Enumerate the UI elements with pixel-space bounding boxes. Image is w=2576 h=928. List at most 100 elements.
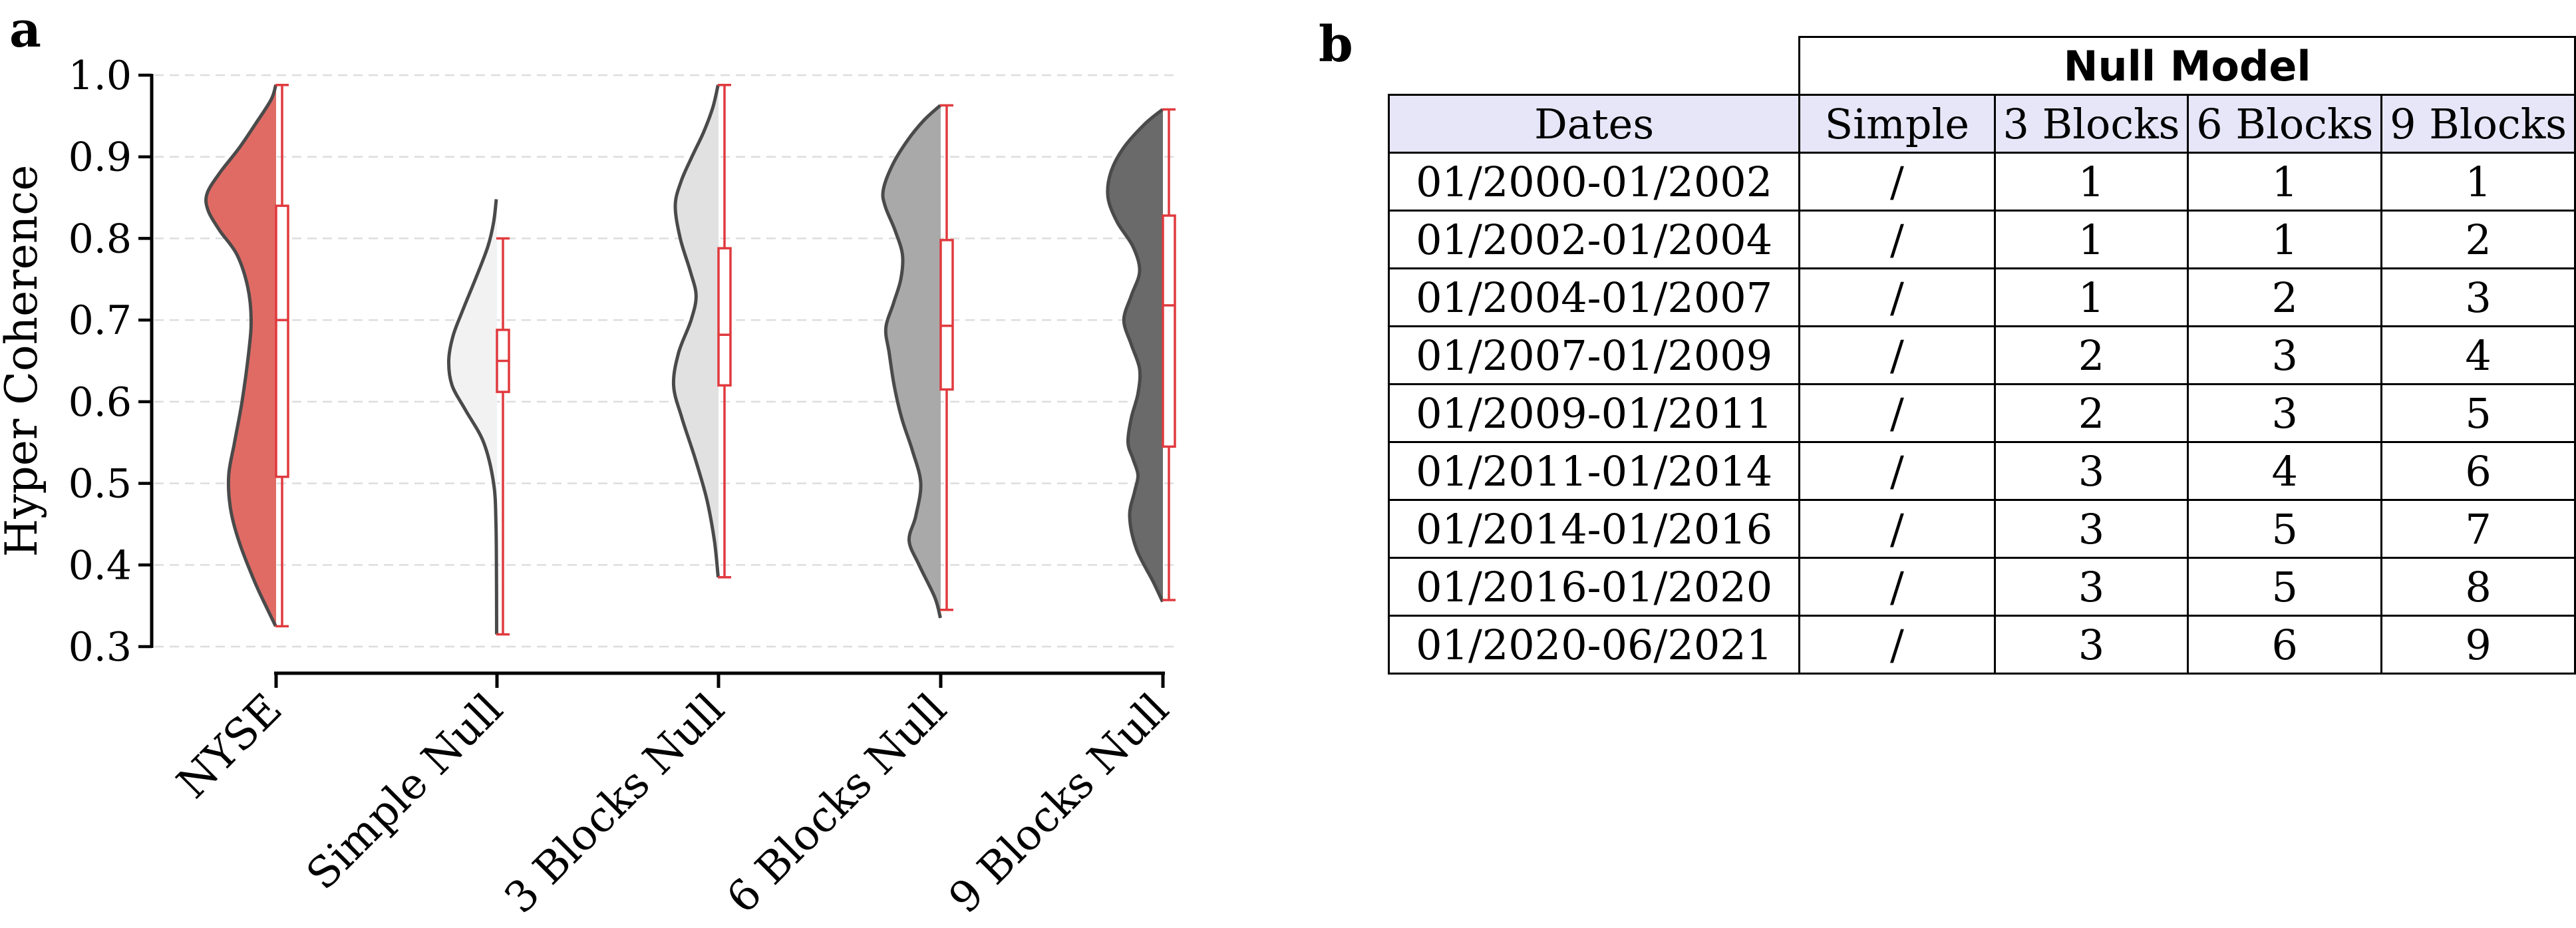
violin-chart: 0.3 0.4 0.5 0.6 0.7 0.8 0.9 1.0 NYSE Simple Null… — [0, 53, 1178, 923]
date-range-cell: 01/2000-01/2002 — [1387, 152, 1801, 212]
axes — [150, 74, 1165, 675]
violin-outline-nyse — [204, 84, 278, 627]
block-count-cell: / — [1798, 267, 1996, 327]
block-count-cell: 6 — [2380, 441, 2576, 501]
violin-outline-9-blocks-null — [1106, 108, 1164, 603]
table-row: 01/2007-01/2009/2 3 4 — [1387, 325, 2576, 385]
y-axis-label: Hyper Coherence — [0, 165, 47, 557]
x-tick-label: 3 Blocks Null — [496, 685, 734, 923]
table-row: 01/2014-01/2016/3 5 7 — [1387, 499, 2576, 559]
block-count-cell: 3 — [2187, 325, 2383, 385]
y-tick-label: 0.6 — [69, 379, 132, 426]
date-range-cell: 01/2014-01/2016 — [1387, 499, 1801, 559]
block-count-cell: 4 — [2380, 325, 2576, 385]
block-count-cell: 1 — [2187, 152, 2383, 212]
block-count-cell: 3 — [1993, 557, 2189, 617]
block-count-cell: 5 — [2380, 383, 2576, 443]
block-count-cell: / — [1798, 615, 1996, 675]
date-range-cell: 01/2007-01/2009 — [1387, 325, 1801, 385]
block-count-cell: 1 — [1993, 210, 2189, 269]
box-3-blocks-null — [717, 247, 732, 387]
y-tick-label: 0.4 — [69, 542, 132, 589]
column-header-dates: Dates — [1387, 94, 1801, 154]
block-count-cell: / — [1798, 325, 1996, 385]
block-count-cell: 9 — [2380, 615, 2576, 675]
column-header-row: Dates Simple 3 Blocks 6 Blocks 9 Blocks — [1387, 94, 2576, 154]
block-count-cell: 1 — [1993, 152, 2189, 212]
box-6-blocks-null — [939, 239, 954, 391]
block-count-cell: 1 — [2380, 152, 2576, 212]
block-count-cell: 6 — [2187, 615, 2383, 675]
violin-outline-6-blocks-null — [881, 104, 942, 619]
violin-9-blocks-null — [1107, 109, 1163, 602]
violin-outline-simple-null — [446, 199, 498, 635]
panel-a-label: a — [9, 1, 41, 59]
table-row: 01/2002-01/2004/1 1 2 — [1387, 210, 2576, 269]
null-model-table: Null Model Dates Simple 3 Blocks 6 Blocks 9 … — [1387, 36, 2576, 675]
boxplots — [275, 83, 1176, 636]
date-range-cell: 01/2002-01/2004 — [1387, 210, 1801, 269]
y-tick-label: 1.0 — [69, 53, 132, 99]
null-model-group-header: Null Model — [1798, 36, 2576, 96]
date-range-cell: 01/2009-01/2011 — [1387, 383, 1801, 443]
block-count-cell: / — [1798, 152, 1996, 212]
null-model-table-wrap: Null Model Dates Simple 3 Blocks 6 Blocks 9 … — [1387, 36, 2576, 675]
x-tick-label: 6 Blocks Null — [718, 685, 957, 923]
block-count-cell: 2 — [1993, 325, 2189, 385]
y-tick-label: 0.9 — [69, 134, 132, 181]
table-body: 01/2000-01/2002/1 1 1 01/2002-01/2004/1 1 2 01… — [1387, 152, 2576, 675]
violin-3-blocks-null — [673, 84, 719, 577]
block-count-cell: 8 — [2380, 557, 2576, 617]
date-range-cell: 01/2020-06/2021 — [1387, 615, 1801, 675]
grid-lines — [154, 74, 1174, 648]
block-count-cell: 3 — [2380, 267, 2576, 327]
header-spacer — [1389, 37, 1800, 95]
block-count-cell: / — [1798, 557, 1996, 617]
block-count-cell: 2 — [2187, 267, 2383, 327]
table-row: 01/2016-01/2020/3 5 8 — [1387, 557, 2576, 617]
column-header-6-blocks: 6 Blocks — [2187, 94, 2383, 154]
table-row: 01/2000-01/2002/1 1 1 — [1387, 152, 2576, 212]
table-row: 01/2020-06/2021/3 6 9 — [1387, 615, 2576, 675]
group-header-row: Null Model — [1389, 36, 2576, 96]
block-count-cell: / — [1798, 499, 1996, 559]
violin-nyse — [206, 84, 276, 627]
table-row: 01/2004-01/2007/1 2 3 — [1387, 267, 2576, 327]
block-count-cell: 1 — [2187, 210, 2383, 269]
block-count-cell: 4 — [2187, 441, 2383, 501]
y-tick-label: 0.5 — [69, 461, 132, 508]
date-range-cell: 01/2016-01/2020 — [1387, 557, 1801, 617]
box-nyse — [275, 204, 289, 478]
box-9-blocks-null — [1162, 214, 1176, 448]
table-row: 01/2009-01/2011/2 3 5 — [1387, 383, 2576, 443]
block-count-cell: / — [1798, 441, 1996, 501]
block-count-cell: / — [1798, 383, 1996, 443]
block-count-cell: 1 — [1993, 267, 2189, 327]
y-ticks: 0.3 0.4 0.5 0.6 0.7 0.8 0.9 1.0 — [69, 53, 152, 671]
block-count-cell: 5 — [2187, 499, 2383, 559]
date-range-cell: 01/2011-01/2014 — [1387, 441, 1801, 501]
x-tick-label: 9 Blocks Null — [940, 685, 1179, 923]
y-tick-label: 0.8 — [69, 216, 132, 262]
panel-b-label: b — [1319, 16, 1353, 73]
block-count-cell: 3 — [1993, 441, 2189, 501]
column-header-9-blocks: 9 Blocks — [2380, 94, 2576, 154]
y-tick-label: 0.7 — [69, 297, 132, 344]
block-count-cell: 3 — [2187, 383, 2383, 443]
violin-outline-3-blocks-null — [671, 84, 720, 577]
block-count-cell: 3 — [1993, 615, 2189, 675]
y-tick-label: 0.3 — [69, 624, 132, 671]
block-count-cell: / — [1798, 210, 1996, 269]
x-tick-label: Simple Null — [297, 685, 512, 899]
block-count-cell: 3 — [1993, 499, 2189, 559]
violins — [204, 84, 1164, 635]
block-count-cell: 2 — [1993, 383, 2189, 443]
violin-simple-null — [448, 199, 497, 635]
column-header-3-blocks: 3 Blocks — [1993, 94, 2189, 154]
x-tick-label: NYSE — [168, 685, 291, 808]
date-range-cell: 01/2004-01/2007 — [1387, 267, 1801, 327]
table-row: 01/2011-01/2014/3 4 6 — [1387, 441, 2576, 501]
block-count-cell: 7 — [2380, 499, 2576, 559]
